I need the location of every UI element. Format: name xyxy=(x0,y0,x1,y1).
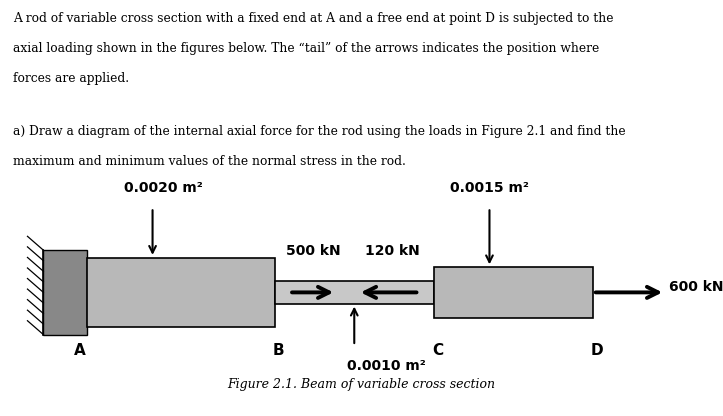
Bar xyxy=(434,267,593,317)
Bar xyxy=(43,250,87,334)
Text: B: B xyxy=(273,343,284,358)
Text: A: A xyxy=(74,343,85,358)
Bar xyxy=(275,281,434,304)
Text: 0.0020 m²: 0.0020 m² xyxy=(124,181,203,195)
Text: C: C xyxy=(432,343,443,358)
Text: 0.0015 m²: 0.0015 m² xyxy=(450,181,529,195)
Text: Figure 2.1. Beam of variable cross section: Figure 2.1. Beam of variable cross secti… xyxy=(228,378,495,391)
Text: maximum and minimum values of the normal stress in the rod.: maximum and minimum values of the normal… xyxy=(13,155,406,168)
Text: a) Draw a diagram of the internal axial force for the rod using the loads in Fig: a) Draw a diagram of the internal axial … xyxy=(13,125,625,138)
Bar xyxy=(87,258,275,327)
Text: forces are applied.: forces are applied. xyxy=(13,72,129,84)
Text: A rod of variable cross section with a fixed end at A and a free end at point D : A rod of variable cross section with a f… xyxy=(13,12,614,25)
Text: 600 kN: 600 kN xyxy=(669,280,723,295)
Text: 120 kN: 120 kN xyxy=(365,244,420,258)
Text: 0.0010 m²: 0.0010 m² xyxy=(347,359,426,373)
Text: axial loading shown in the figures below. The “tail” of the arrows indicates the: axial loading shown in the figures below… xyxy=(13,42,599,54)
Text: D: D xyxy=(590,343,603,358)
Text: 500 kN: 500 kN xyxy=(286,244,341,258)
